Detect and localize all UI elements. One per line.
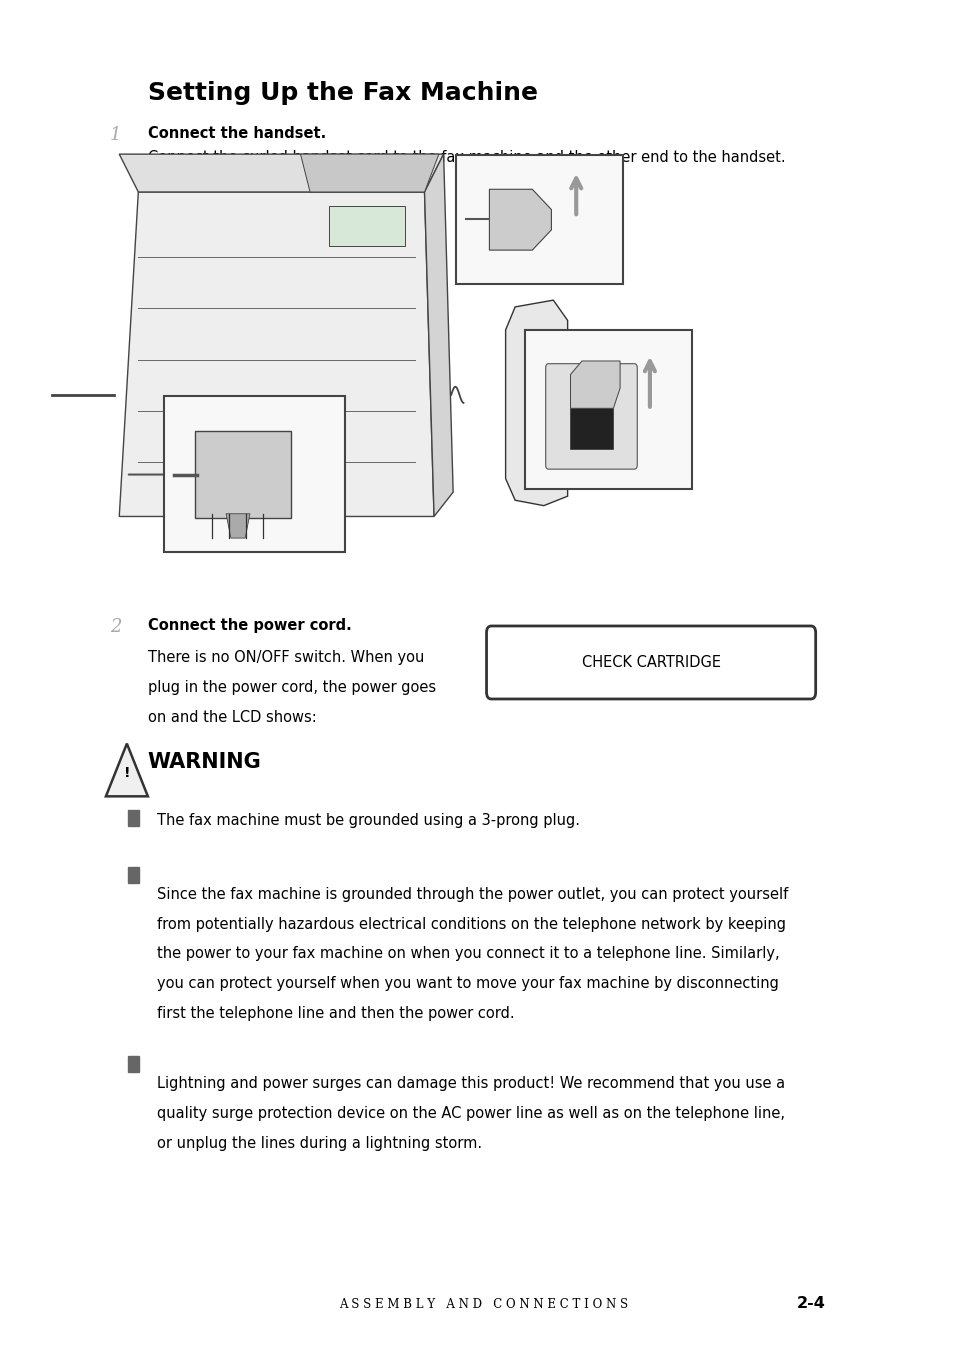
Text: the power to your fax machine on when you connect it to a telephone line. Simila: the power to your fax machine on when yo… [157, 946, 780, 961]
Polygon shape [300, 154, 438, 192]
Text: or unplug the lines during a lightning storm.: or unplug the lines during a lightning s… [157, 1136, 482, 1151]
FancyBboxPatch shape [456, 155, 622, 284]
Text: 2: 2 [110, 618, 121, 635]
FancyBboxPatch shape [545, 364, 637, 469]
Text: 2-4: 2-4 [796, 1297, 824, 1311]
Text: WARNING: WARNING [148, 752, 261, 772]
FancyBboxPatch shape [329, 206, 405, 246]
Text: Since the fax machine is grounded through the power outlet, you can protect your: Since the fax machine is grounded throug… [157, 887, 788, 902]
Text: CHECK CARTRIDGE: CHECK CARTRIDGE [581, 654, 720, 671]
Text: !: ! [124, 767, 130, 780]
Polygon shape [106, 744, 148, 796]
Text: A S S E M B L Y   A N D   C O N N E C T I O N S: A S S E M B L Y A N D C O N N E C T I O … [338, 1298, 627, 1311]
Polygon shape [119, 192, 434, 516]
Text: from potentially hazardous electrical conditions on the telephone network by kee: from potentially hazardous electrical co… [157, 917, 785, 932]
FancyBboxPatch shape [570, 408, 613, 449]
Text: There is no ON/OFF switch. When you: There is no ON/OFF switch. When you [148, 650, 424, 665]
FancyBboxPatch shape [128, 810, 139, 826]
Polygon shape [570, 361, 619, 408]
FancyBboxPatch shape [194, 431, 291, 518]
Text: Setting Up the Fax Machine: Setting Up the Fax Machine [148, 81, 537, 105]
Text: plug in the power cord, the power goes: plug in the power cord, the power goes [148, 680, 436, 695]
Text: Connect the curled handset cord to the fax machine and the other end to the hand: Connect the curled handset cord to the f… [148, 150, 784, 165]
FancyBboxPatch shape [128, 867, 139, 883]
Polygon shape [226, 514, 250, 538]
Text: Connect the handset.: Connect the handset. [148, 126, 326, 141]
FancyBboxPatch shape [128, 1056, 139, 1072]
Polygon shape [424, 154, 453, 516]
Text: Lightning and power surges can damage this product! We recommend that you use a: Lightning and power surges can damage th… [157, 1076, 784, 1091]
FancyBboxPatch shape [164, 396, 345, 552]
Text: on and the LCD shows:: on and the LCD shows: [148, 710, 316, 725]
Text: first the telephone line and then the power cord.: first the telephone line and then the po… [157, 1006, 515, 1021]
FancyBboxPatch shape [524, 330, 691, 489]
Text: you can protect yourself when you want to move your fax machine by disconnecting: you can protect yourself when you want t… [157, 976, 779, 991]
Text: Connect the power cord.: Connect the power cord. [148, 618, 352, 633]
Text: quality surge protection device on the AC power line as well as on the telephone: quality surge protection device on the A… [157, 1106, 784, 1121]
Polygon shape [505, 300, 567, 506]
Text: The fax machine must be grounded using a 3-prong plug.: The fax machine must be grounded using a… [157, 813, 579, 827]
Polygon shape [119, 154, 443, 192]
Polygon shape [489, 189, 551, 250]
Text: 1: 1 [110, 126, 121, 143]
FancyBboxPatch shape [486, 626, 815, 699]
